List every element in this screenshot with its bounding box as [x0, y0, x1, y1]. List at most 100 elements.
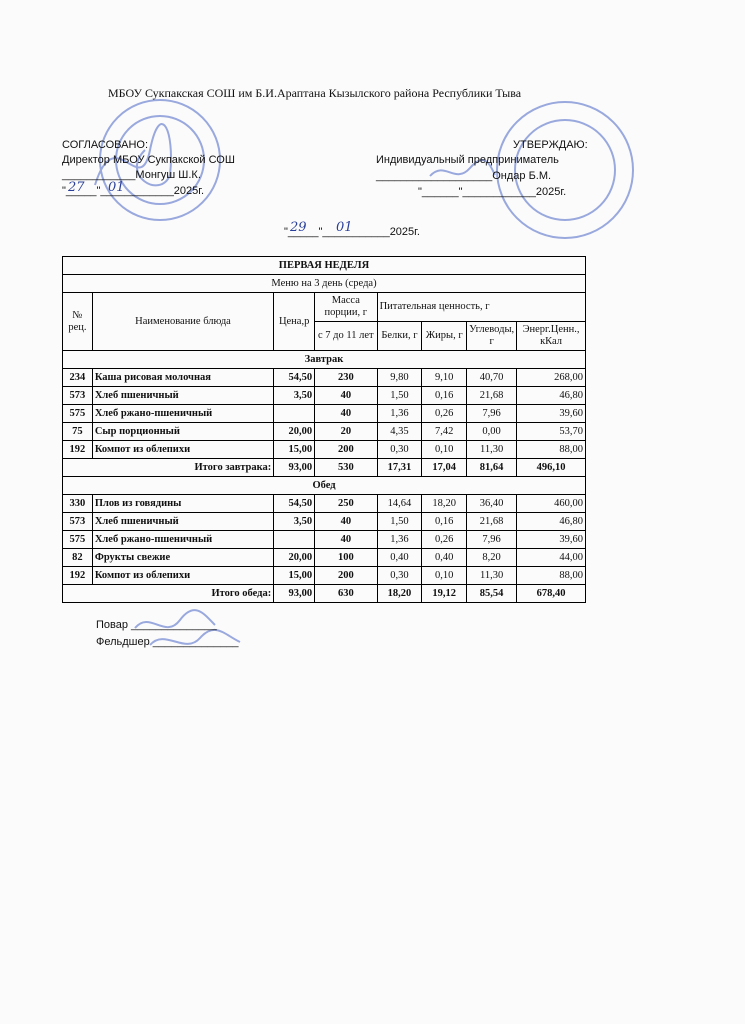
menu-cell: 53,70 [516, 422, 586, 441]
menu-cell: Плов из говядины [91, 494, 275, 513]
menu-cell [273, 404, 316, 423]
menu-cell: 0,10 [421, 566, 468, 585]
total-cell: 496,10 [516, 458, 586, 477]
handwritten-day: 29 [290, 220, 307, 235]
menu-cell: 88,00 [516, 440, 586, 459]
header-cell: Углеводы, г [466, 321, 518, 351]
menu-row: 82 Фрукты свежие 20,00 100 0,40 0,40 8,20 44,00 [62, 548, 586, 567]
menu-cell: 460,00 [516, 494, 586, 513]
menu-row: 192 Компот из облепихи 15,00 200 0,30 0,10 11,… [62, 440, 586, 459]
menu-row: 234 Каша рисовая молочная 54,50 230 9,80 9,10… [62, 368, 586, 387]
menu-cell: 88,00 [516, 566, 586, 585]
menu-cell: 7,96 [466, 404, 518, 423]
total-cell: 630 [314, 584, 378, 603]
menu-cell: 75 [62, 422, 93, 441]
menu-cell: 0,40 [376, 548, 423, 567]
menu-cell: 573 [62, 512, 93, 531]
menu-row: 75 Сыр порционный 20,00 20 4,35 7,42 0,00 53,70 [62, 422, 586, 441]
menu-cell: 54,50 [273, 368, 316, 387]
menu-cell: 0,30 [376, 440, 423, 459]
menu-cell: 575 [62, 530, 93, 549]
menu-cell: 200 [314, 440, 378, 459]
organization: МБОУ Сукпакская СОШ им Б.И.Араптана Кызы… [108, 86, 522, 100]
menu-date: "_____"___________2025г. [284, 226, 420, 238]
menu-cell: 18,20 [421, 494, 468, 513]
menu-cell: 192 [62, 566, 93, 585]
menu-cell: 250 [314, 494, 378, 513]
medic: Фельдшер ______________ [96, 636, 239, 648]
cook: Повар ______________ [96, 619, 217, 631]
menu-row: 330 Плов из говядины 54,50 250 14,64 18,20 36,… [62, 494, 586, 513]
header-cell: Наименование блюда [91, 292, 275, 351]
header-cell: Цена,р [273, 292, 316, 351]
menu-cell: 192 [62, 440, 93, 459]
date-line: "______"____________2025г. [418, 186, 567, 198]
menu-row: 575 Хлеб ржано-пшеничный 40 1,36 0,26 7,96 39,… [62, 530, 586, 549]
menu-cell: Каша рисовая молочная [91, 368, 275, 387]
menu-cell: 21,68 [466, 386, 518, 405]
approval-position: Директор МБОУ Сукпакской СОШ [62, 154, 235, 166]
menu-cell: Компот из облепихи [91, 440, 275, 459]
menu-cell: 36,40 [466, 494, 518, 513]
menu-cell: 40 [314, 512, 378, 531]
header-cell: Белки, г [376, 321, 423, 351]
menu-cell: 0,00 [466, 422, 518, 441]
section-title: Обед [62, 476, 586, 495]
menu-cell: 573 [62, 386, 93, 405]
header-cell: Энерг.Ценн., кКал [516, 321, 586, 351]
menu-cell: 330 [62, 494, 93, 513]
menu-cell: Хлеб пшеничный [91, 386, 275, 405]
menu-row: 573 Хлеб пшеничный 3,50 40 1,50 0,16 21,68 46,8… [62, 512, 586, 531]
table-subtitle: Меню на 3 день (среда) [62, 274, 586, 293]
signature-line: ____________Монгуш Ш.К. [62, 169, 201, 181]
menu-cell: 1,50 [376, 512, 423, 531]
total-cell: 19,12 [421, 584, 468, 603]
total-cell: 18,20 [376, 584, 423, 603]
header-cell: Масса порции, г [314, 292, 378, 322]
menu-cell: 40 [314, 404, 378, 423]
menu-cell: 7,42 [421, 422, 468, 441]
header-cell: с 7 до 11 лет [314, 321, 378, 351]
menu-cell: Хлеб пшеничный [91, 512, 275, 531]
menu-cell: 44,00 [516, 548, 586, 567]
menu-cell: 9,10 [421, 368, 468, 387]
menu-cell: 11,30 [466, 566, 518, 585]
menu-cell: Фрукты свежие [91, 548, 275, 567]
menu-cell: 575 [62, 404, 93, 423]
total-cell: Итого обеда: [61, 584, 275, 603]
menu-cell: 20,00 [273, 548, 316, 567]
menu-cell: 20 [314, 422, 378, 441]
menu-cell: 15,00 [273, 440, 316, 459]
total-cell: 93,00 [273, 458, 316, 477]
total-cell: 530 [314, 458, 378, 477]
total-cell: 85,54 [466, 584, 518, 603]
menu-cell: 268,00 [516, 368, 586, 387]
handwritten-day: 27 [68, 180, 85, 195]
menu-cell: 230 [314, 368, 378, 387]
menu-cell: 234 [62, 368, 93, 387]
menu-row: 573 Хлеб пшеничный 3,50 40 1,50 0,16 21,68 46,8… [62, 386, 586, 405]
menu-cell: 0,10 [421, 440, 468, 459]
menu-cell: 14,64 [376, 494, 423, 513]
menu-cell: 20,00 [273, 422, 316, 441]
menu-table: ПЕРВАЯ НЕДЕЛЯ Меню на 3 день (среда) № р… [61, 256, 587, 603]
approval-title: УТВЕРЖДАЮ: [513, 139, 588, 151]
menu-cell: 0,16 [421, 386, 468, 405]
section-title: Завтрак [62, 350, 586, 369]
menu-cell: 0,26 [421, 404, 468, 423]
menu-cell: Хлеб ржано-пшеничный [91, 404, 275, 423]
table-title: ПЕРВАЯ НЕДЕЛЯ [62, 256, 586, 275]
signature-line: ___________________Ондар Б.М. [376, 170, 552, 182]
total-cell: 678,40 [516, 584, 586, 603]
total-cell: 17,31 [376, 458, 423, 477]
menu-cell: Хлеб ржано-пшеничный [91, 530, 275, 549]
menu-cell: 46,80 [516, 386, 586, 405]
date-line: "_____"____________2025г. [62, 185, 205, 197]
menu-cell: 1,50 [376, 386, 423, 405]
menu-cell: 0,26 [421, 530, 468, 549]
menu-cell: 8,20 [466, 548, 518, 567]
menu-cell: Компот из облепихи [91, 566, 275, 585]
menu-cell: 40,70 [466, 368, 518, 387]
